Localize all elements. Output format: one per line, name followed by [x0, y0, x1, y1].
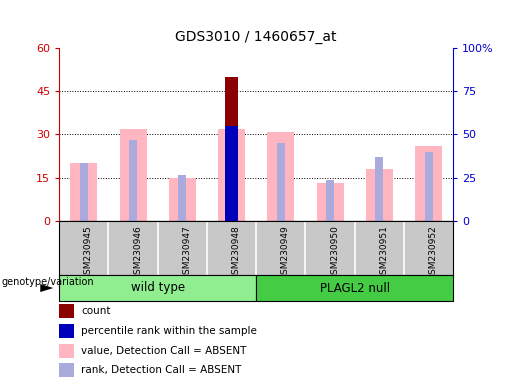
Text: wild type: wild type	[131, 281, 185, 295]
Text: GSM230948: GSM230948	[232, 225, 241, 280]
Bar	[80, 163, 88, 221]
Bar	[326, 180, 334, 221]
Text: PLAGL2 null: PLAGL2 null	[320, 281, 390, 295]
Bar	[119, 129, 147, 221]
Bar	[71, 163, 97, 221]
Text: GSM230947: GSM230947	[182, 225, 192, 280]
Bar	[226, 77, 238, 221]
Bar	[424, 152, 433, 221]
Bar	[178, 175, 186, 221]
Bar	[256, 275, 453, 301]
Bar	[267, 131, 295, 221]
Bar	[59, 344, 74, 358]
Text: GSM230952: GSM230952	[428, 225, 438, 280]
Bar	[277, 143, 285, 221]
Text: GSM230950: GSM230950	[330, 225, 339, 280]
Text: percentile rank within the sample: percentile rank within the sample	[81, 326, 257, 336]
Bar	[59, 275, 256, 301]
Bar	[59, 304, 74, 318]
Bar	[317, 184, 344, 221]
Text: GSM230949: GSM230949	[281, 225, 290, 280]
Polygon shape	[40, 284, 54, 292]
Text: GSM230951: GSM230951	[380, 225, 388, 280]
Bar	[59, 324, 74, 338]
Bar	[226, 126, 238, 221]
Text: genotype/variation: genotype/variation	[2, 277, 94, 287]
Bar	[366, 169, 393, 221]
Bar	[129, 140, 137, 221]
Bar	[218, 129, 245, 221]
Text: value, Detection Call = ABSENT: value, Detection Call = ABSENT	[81, 346, 246, 356]
Text: count: count	[81, 306, 110, 316]
Text: GSM230945: GSM230945	[84, 225, 93, 280]
Bar	[59, 363, 74, 377]
Bar	[415, 146, 442, 221]
Bar	[169, 178, 196, 221]
Bar	[375, 157, 383, 221]
Title: GDS3010 / 1460657_at: GDS3010 / 1460657_at	[176, 30, 337, 44]
Text: rank, Detection Call = ABSENT: rank, Detection Call = ABSENT	[81, 365, 241, 375]
Text: GSM230946: GSM230946	[133, 225, 142, 280]
